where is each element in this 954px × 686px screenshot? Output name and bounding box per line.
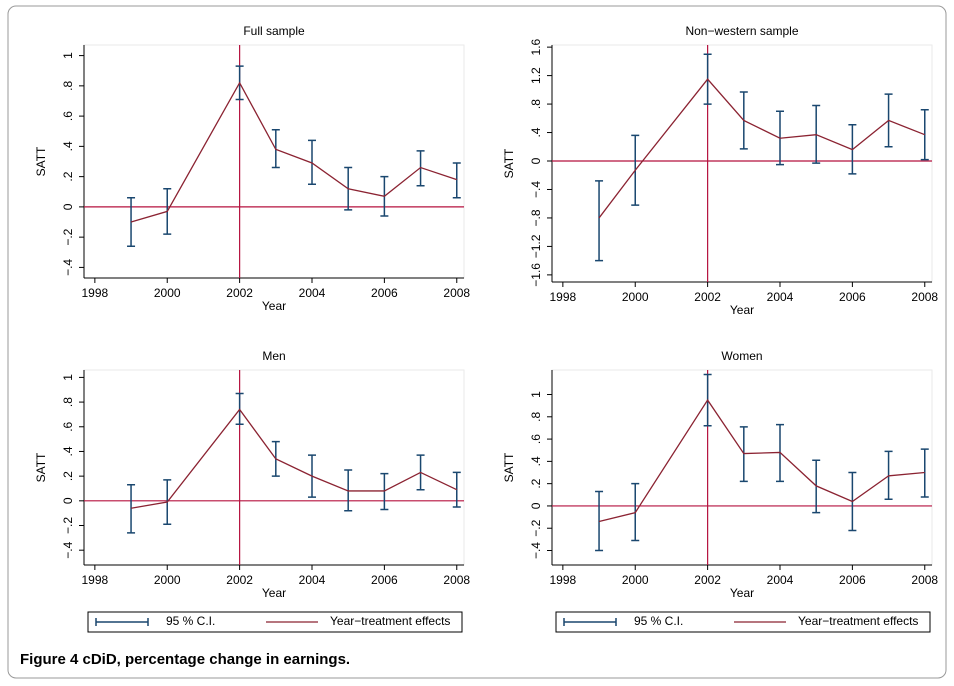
x-tick-label: 2004 <box>299 573 326 587</box>
legend-label: Year−treatment effects <box>798 614 918 628</box>
y-tick-label: .2 <box>529 478 543 488</box>
x-tick-label: 2006 <box>371 286 398 300</box>
y-tick-label: 1 <box>61 52 75 59</box>
legend-label: 95 % C.I. <box>166 614 215 628</box>
y-tick-label: 0 <box>529 502 543 509</box>
y-tick-label: 0 <box>61 203 75 210</box>
x-tick-label: 2002 <box>694 573 721 587</box>
error-bar <box>452 162 461 199</box>
y-axis-title: SATT <box>502 148 516 178</box>
figure-frame <box>7 5 947 679</box>
x-tick-label: 2004 <box>767 290 794 304</box>
y-tick-label: 1 <box>529 391 543 398</box>
y-tick-label: −1.6 <box>529 263 543 287</box>
y-tick-label: −.4 <box>529 181 543 198</box>
x-tick-label: 2006 <box>839 290 866 304</box>
error-bar <box>920 109 929 161</box>
x-tick-label: 2004 <box>767 573 794 587</box>
plot-area <box>83 44 465 279</box>
x-tick-label: 2002 <box>226 286 253 300</box>
y-tick-label: 1.2 <box>529 67 543 84</box>
y-tick-label: .4 <box>61 446 75 456</box>
x-tick-label: 2004 <box>299 286 326 300</box>
y-tick-label: .6 <box>61 111 75 121</box>
x-tick-label: 2008 <box>911 573 938 587</box>
x-tick-label: 2002 <box>694 290 721 304</box>
plot-area <box>551 44 933 283</box>
y-tick-label: 1.6 <box>529 38 543 55</box>
y-tick-label: .6 <box>61 421 75 431</box>
x-axis-title: Year <box>730 303 754 317</box>
panel-title: Men <box>262 349 285 363</box>
y-tick-label: −.4 <box>61 541 75 558</box>
y-tick-label: .4 <box>529 127 543 137</box>
y-tick-label: .2 <box>61 171 75 181</box>
y-axis-title: SATT <box>34 452 48 482</box>
y-tick-label: .4 <box>61 141 75 151</box>
panel-title: Women <box>721 349 762 363</box>
y-tick-label: .8 <box>61 397 75 407</box>
error-bar <box>452 471 461 508</box>
y-tick-label: .2 <box>61 471 75 481</box>
y-tick-label: .8 <box>529 99 543 109</box>
y-tick-label: .8 <box>61 81 75 91</box>
y-tick-label: −.2 <box>61 517 75 534</box>
x-axis-title: Year <box>262 299 286 313</box>
panel-title: Full sample <box>243 24 305 38</box>
x-tick-label: 2008 <box>443 573 470 587</box>
error-bar <box>127 484 136 534</box>
x-tick-label: 1998 <box>82 286 109 300</box>
y-tick-label: 0 <box>61 497 75 504</box>
y-tick-label: −.4 <box>529 542 543 559</box>
y-tick-label: −.2 <box>61 228 75 245</box>
x-tick-label: 2000 <box>154 573 181 587</box>
y-axis-title: SATT <box>34 146 48 176</box>
x-axis-title: Year <box>730 586 754 600</box>
legend-ci-swatch <box>95 618 149 626</box>
plot-area <box>83 369 465 566</box>
effect-line <box>130 408 458 509</box>
legend-ci-swatch <box>563 618 617 626</box>
y-tick-label: 0 <box>529 157 543 164</box>
effect-line <box>598 78 925 219</box>
x-tick-label: 2006 <box>839 573 866 587</box>
y-tick-label: .8 <box>529 411 543 421</box>
x-tick-label: 2006 <box>371 573 398 587</box>
y-tick-label: −.8 <box>529 209 543 226</box>
plot-area <box>551 369 933 566</box>
effect-line <box>130 81 457 223</box>
x-tick-label: 2008 <box>911 290 938 304</box>
x-tick-label: 2000 <box>622 573 649 587</box>
x-tick-label: 2008 <box>443 286 470 300</box>
x-tick-label: 2000 <box>622 290 649 304</box>
legend-label: Year−treatment effects <box>330 614 450 628</box>
x-tick-label: 2000 <box>154 286 181 300</box>
y-tick-label: .4 <box>529 456 543 466</box>
x-axis-title: Year <box>262 586 286 600</box>
y-tick-label: .6 <box>529 434 543 444</box>
effect-line <box>598 398 925 523</box>
x-tick-label: 1998 <box>550 290 577 304</box>
caption: Figure 4 cDiD, percentage change in earn… <box>20 651 350 668</box>
y-tick-label: −.4 <box>61 259 75 276</box>
legend-label: 95 % C.I. <box>634 614 683 628</box>
x-tick-label: 1998 <box>550 573 577 587</box>
y-axis-title: SATT <box>502 452 516 482</box>
y-tick-label: −.2 <box>529 519 543 536</box>
y-tick-label: −1.2 <box>529 234 543 258</box>
error-bar <box>595 180 604 262</box>
y-tick-label: 1 <box>61 374 75 381</box>
x-tick-label: 2002 <box>226 573 253 587</box>
error-bar <box>308 139 316 185</box>
x-tick-label: 1998 <box>82 573 109 587</box>
panel-title: Non−western sample <box>685 24 798 38</box>
